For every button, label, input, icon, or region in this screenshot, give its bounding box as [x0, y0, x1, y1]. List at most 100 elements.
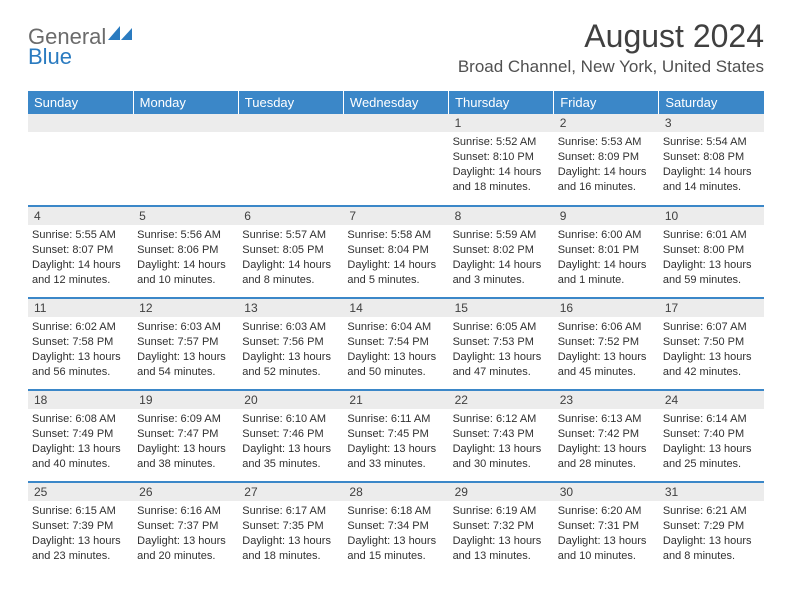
daylight-line: Daylight: 13 hours and 54 minutes.	[137, 350, 234, 380]
sunrise-line: Sunrise: 6:13 AM	[558, 412, 655, 427]
day-details: Sunrise: 6:06 AMSunset: 7:52 PMDaylight:…	[558, 320, 655, 379]
calendar-cell: 8Sunrise: 5:59 AMSunset: 8:02 PMDaylight…	[449, 206, 554, 298]
calendar-cell: 19Sunrise: 6:09 AMSunset: 7:47 PMDayligh…	[133, 390, 238, 482]
location: Broad Channel, New York, United States	[458, 57, 764, 77]
calendar-cell: 21Sunrise: 6:11 AMSunset: 7:45 PMDayligh…	[343, 390, 448, 482]
logo-text-blue: Blue	[28, 44, 72, 69]
sunrise-line: Sunrise: 6:03 AM	[242, 320, 339, 335]
daylight-line: Daylight: 13 hours and 10 minutes.	[558, 534, 655, 564]
daylight-line: Daylight: 14 hours and 3 minutes.	[453, 258, 550, 288]
sunset-line: Sunset: 7:31 PM	[558, 519, 655, 534]
calendar-cell: 18Sunrise: 6:08 AMSunset: 7:49 PMDayligh…	[28, 390, 133, 482]
calendar-cell: 16 Sunrise: 6:06 AMSunset: 7:52 PMDayligh…	[554, 298, 659, 390]
day-details: Sunrise: 6:03 AMSunset: 7:57 PMDaylight:…	[137, 320, 234, 379]
header: General August 2024 Broad Channel, New Y…	[28, 18, 764, 77]
sunset-line: Sunset: 7:57 PM	[137, 335, 234, 350]
daylight-line: Daylight: 13 hours and 28 minutes.	[558, 442, 655, 472]
calendar-cell: 10Sunrise: 6:01 AMSunset: 8:00 PMDayligh…	[659, 206, 764, 298]
calendar-cell: 13 Sunrise: 6:03 AMSunset: 7:56 PMDayligh…	[238, 298, 343, 390]
calendar-week-row: 11Sunrise: 6:02 AMSunset: 7:58 PMDayligh…	[28, 298, 764, 390]
day-number: 16	[554, 299, 659, 317]
calendar-cell	[28, 114, 133, 206]
day-number: 23	[554, 391, 659, 409]
daylight-line: Daylight: 14 hours and 10 minutes.	[137, 258, 234, 288]
sunset-line: Sunset: 7:58 PM	[32, 335, 129, 350]
daylight-line: Daylight: 13 hours and 15 minutes.	[347, 534, 444, 564]
day-details: Sunrise: 6:10 AMSunset: 7:46 PMDaylight:…	[242, 412, 339, 471]
calendar-cell: 14Sunrise: 6:04 AMSunset: 7:54 PMDayligh…	[343, 298, 448, 390]
sunset-line: Sunset: 8:07 PM	[32, 243, 129, 258]
sunrise-line: Sunrise: 6:09 AM	[137, 412, 234, 427]
sunset-line: Sunset: 7:50 PM	[663, 335, 760, 350]
calendar-week-row: 18Sunrise: 6:08 AMSunset: 7:49 PMDayligh…	[28, 390, 764, 482]
day-number: 3	[659, 114, 764, 132]
day-number: 22	[449, 391, 554, 409]
weekday-header: Monday	[133, 91, 238, 114]
calendar-cell: 2Sunrise: 5:53 AMSunset: 8:09 PMDaylight…	[554, 114, 659, 206]
sunset-line: Sunset: 7:39 PM	[32, 519, 129, 534]
day-details: Sunrise: 5:55 AMSunset: 8:07 PMDaylight:…	[32, 228, 129, 287]
sunrise-line: Sunrise: 5:56 AM	[137, 228, 234, 243]
day-details: Sunrise: 6:05 AMSunset: 7:53 PMDaylight:…	[453, 320, 550, 379]
calendar-cell	[343, 114, 448, 206]
sunrise-line: Sunrise: 6:03 AM	[137, 320, 234, 335]
calendar-body: 1Sunrise: 5:52 AMSunset: 8:10 PMDaylight…	[28, 114, 764, 574]
day-number: 27	[238, 483, 343, 501]
sunrise-line: Sunrise: 5:52 AM	[453, 135, 550, 150]
sunrise-line: Sunrise: 5:59 AM	[453, 228, 550, 243]
daylight-line: Daylight: 13 hours and 42 minutes.	[663, 350, 760, 380]
day-details: Sunrise: 6:14 AMSunset: 7:40 PMDaylight:…	[663, 412, 760, 471]
sunrise-line: Sunrise: 6:20 AM	[558, 504, 655, 519]
sunrise-line: Sunrise: 6:05 AM	[453, 320, 550, 335]
calendar-cell: 22 Sunrise: 6:12 AMSunset: 7:43 PMDayligh…	[449, 390, 554, 482]
daylight-line: Daylight: 13 hours and 35 minutes.	[242, 442, 339, 472]
sunrise-line: Sunrise: 6:12 AM	[453, 412, 550, 427]
day-number-empty	[133, 114, 238, 132]
day-details: Sunrise: 6:20 AMSunset: 7:31 PMDaylight:…	[558, 504, 655, 563]
day-details: Sunrise: 6:12 AMSunset: 7:43 PMDaylight:…	[453, 412, 550, 471]
calendar-cell: 4Sunrise: 5:55 AMSunset: 8:07 PMDaylight…	[28, 206, 133, 298]
weekday-header: Friday	[554, 91, 659, 114]
sunset-line: Sunset: 7:32 PM	[453, 519, 550, 534]
sunrise-line: Sunrise: 6:18 AM	[347, 504, 444, 519]
day-details: Sunrise: 6:19 AMSunset: 7:32 PMDaylight:…	[453, 504, 550, 563]
sunrise-line: Sunrise: 6:01 AM	[663, 228, 760, 243]
day-number: 26	[133, 483, 238, 501]
weekday-header: Wednesday	[343, 91, 448, 114]
sunrise-line: Sunrise: 6:15 AM	[32, 504, 129, 519]
calendar-cell: 11Sunrise: 6:02 AMSunset: 7:58 PMDayligh…	[28, 298, 133, 390]
calendar-week-row: 1Sunrise: 5:52 AMSunset: 8:10 PMDaylight…	[28, 114, 764, 206]
daylight-line: Daylight: 14 hours and 8 minutes.	[242, 258, 339, 288]
calendar-cell: 25Sunrise: 6:15 AMSunset: 7:39 PMDayligh…	[28, 482, 133, 574]
sunrise-line: Sunrise: 6:10 AM	[242, 412, 339, 427]
calendar-cell: 17Sunrise: 6:07 AMSunset: 7:50 PMDayligh…	[659, 298, 764, 390]
month-title: August 2024	[458, 18, 764, 55]
day-details: Sunrise: 6:01 AMSunset: 8:00 PMDaylight:…	[663, 228, 760, 287]
sunset-line: Sunset: 7:42 PM	[558, 427, 655, 442]
sunset-line: Sunset: 7:45 PM	[347, 427, 444, 442]
day-details: Sunrise: 5:56 AMSunset: 8:06 PMDaylight:…	[137, 228, 234, 287]
day-number: 15	[449, 299, 554, 317]
daylight-line: Daylight: 14 hours and 1 minute.	[558, 258, 655, 288]
sunset-line: Sunset: 7:56 PM	[242, 335, 339, 350]
day-number: 2	[554, 114, 659, 132]
sunrise-line: Sunrise: 5:53 AM	[558, 135, 655, 150]
calendar-cell: 5Sunrise: 5:56 AMSunset: 8:06 PMDaylight…	[133, 206, 238, 298]
sunset-line: Sunset: 8:10 PM	[453, 150, 550, 165]
sunset-line: Sunset: 7:29 PM	[663, 519, 760, 534]
daylight-line: Daylight: 13 hours and 59 minutes.	[663, 258, 760, 288]
day-details: Sunrise: 6:03 AMSunset: 7:56 PMDaylight:…	[242, 320, 339, 379]
daylight-line: Daylight: 13 hours and 13 minutes.	[453, 534, 550, 564]
day-number: 6	[238, 207, 343, 225]
calendar-cell: 7Sunrise: 5:58 AMSunset: 8:04 PMDaylight…	[343, 206, 448, 298]
sunset-line: Sunset: 7:53 PM	[453, 335, 550, 350]
daylight-line: Daylight: 13 hours and 40 minutes.	[32, 442, 129, 472]
calendar-cell: 24Sunrise: 6:14 AMSunset: 7:40 PMDayligh…	[659, 390, 764, 482]
sunset-line: Sunset: 7:52 PM	[558, 335, 655, 350]
title-block: August 2024 Broad Channel, New York, Uni…	[458, 18, 764, 77]
calendar-cell: 3Sunrise: 5:54 AMSunset: 8:08 PMDaylight…	[659, 114, 764, 206]
sunset-line: Sunset: 7:37 PM	[137, 519, 234, 534]
calendar-week-row: 4Sunrise: 5:55 AMSunset: 8:07 PMDaylight…	[28, 206, 764, 298]
day-number: 13	[238, 299, 343, 317]
day-number: 21	[343, 391, 448, 409]
